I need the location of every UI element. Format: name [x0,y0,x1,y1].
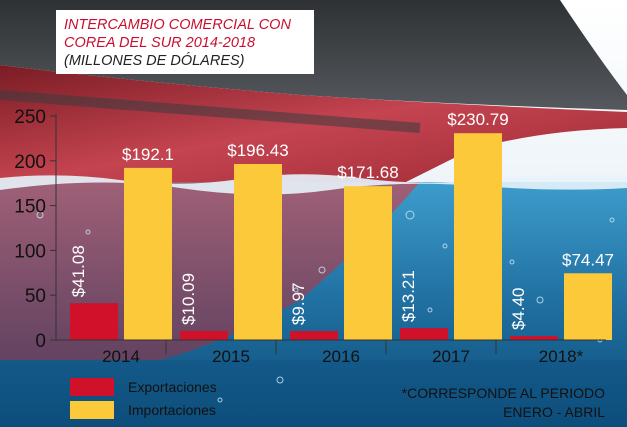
bars: $41.08 $192.1 $10.09 $196.43 $9.97 $171.68 $13… [69,110,614,340]
data-label-importaciones: $196.43 [227,141,288,160]
bar-exportaciones [290,331,338,340]
footnote: *CORRESPONDE AL PERIODO ENERO - ABRIL [402,384,605,422]
data-label-exportaciones: $10.09 [179,273,198,325]
x-tick-label: 2017 [432,347,470,366]
data-label-exportaciones: $9.97 [289,283,308,326]
x-tick-label: 2015 [212,347,250,366]
legend-swatch-exportaciones [70,378,114,396]
data-label-importaciones: $74.47 [562,250,614,269]
data-label-importaciones: $230.79 [447,110,508,129]
data-label-exportaciones: $41.08 [69,245,88,297]
y-tick-label: 100 [14,241,46,262]
chart-title-box: INTERCAMBIO COMERCIAL CON COREA DEL SUR … [56,10,314,74]
chart-title-line-2: COREA DEL SUR 2014-2018 [64,35,256,51]
bar-importaciones [124,167,172,340]
footnote-line-2: ENERO - ABRIL [503,404,605,420]
y-axis: 0 50 100 150 200 250 [14,107,57,352]
bar-exportaciones [510,336,558,340]
y-tick-label: 200 [14,152,46,173]
y-tick-label: 50 [25,286,46,307]
bar-exportaciones [400,328,448,340]
legend-label-exportaciones: Exportaciones [128,379,217,395]
data-label-importaciones: $171.68 [337,163,398,182]
bar-importaciones [344,186,392,340]
bar-exportaciones [70,303,118,340]
bar-importaciones [564,273,612,340]
data-label-exportaciones: $13.21 [399,270,418,322]
legend-swatch-importaciones [70,401,114,419]
chart-subtitle: (MILLONES DE DÓLARES) [64,53,245,69]
legend-item-exportaciones: Exportaciones [70,377,217,397]
bar-exportaciones [180,330,228,340]
legend-label-importaciones: Importaciones [128,402,216,418]
data-label-exportaciones: $4.40 [509,288,528,331]
legend-item-importaciones: Importaciones [70,400,216,420]
x-axis: 2014 2015 2016 2017 2018* [56,339,606,366]
footnote-line-1: *CORRESPONDE AL PERIODO [401,385,605,401]
bar-importaciones [454,133,502,340]
y-tick-label: 150 [14,197,46,218]
data-label-importaciones: $192.1 [122,145,174,164]
y-tick-label: 250 [14,107,46,128]
y-tick-label: 0 [35,331,46,352]
x-tick-label: 2016 [322,347,360,366]
bar-importaciones [234,163,282,340]
chart-title-line-1: INTERCAMBIO COMERCIAL CON [64,17,291,33]
x-tick-label: 2018* [539,347,584,366]
x-tick-label: 2014 [102,347,140,366]
